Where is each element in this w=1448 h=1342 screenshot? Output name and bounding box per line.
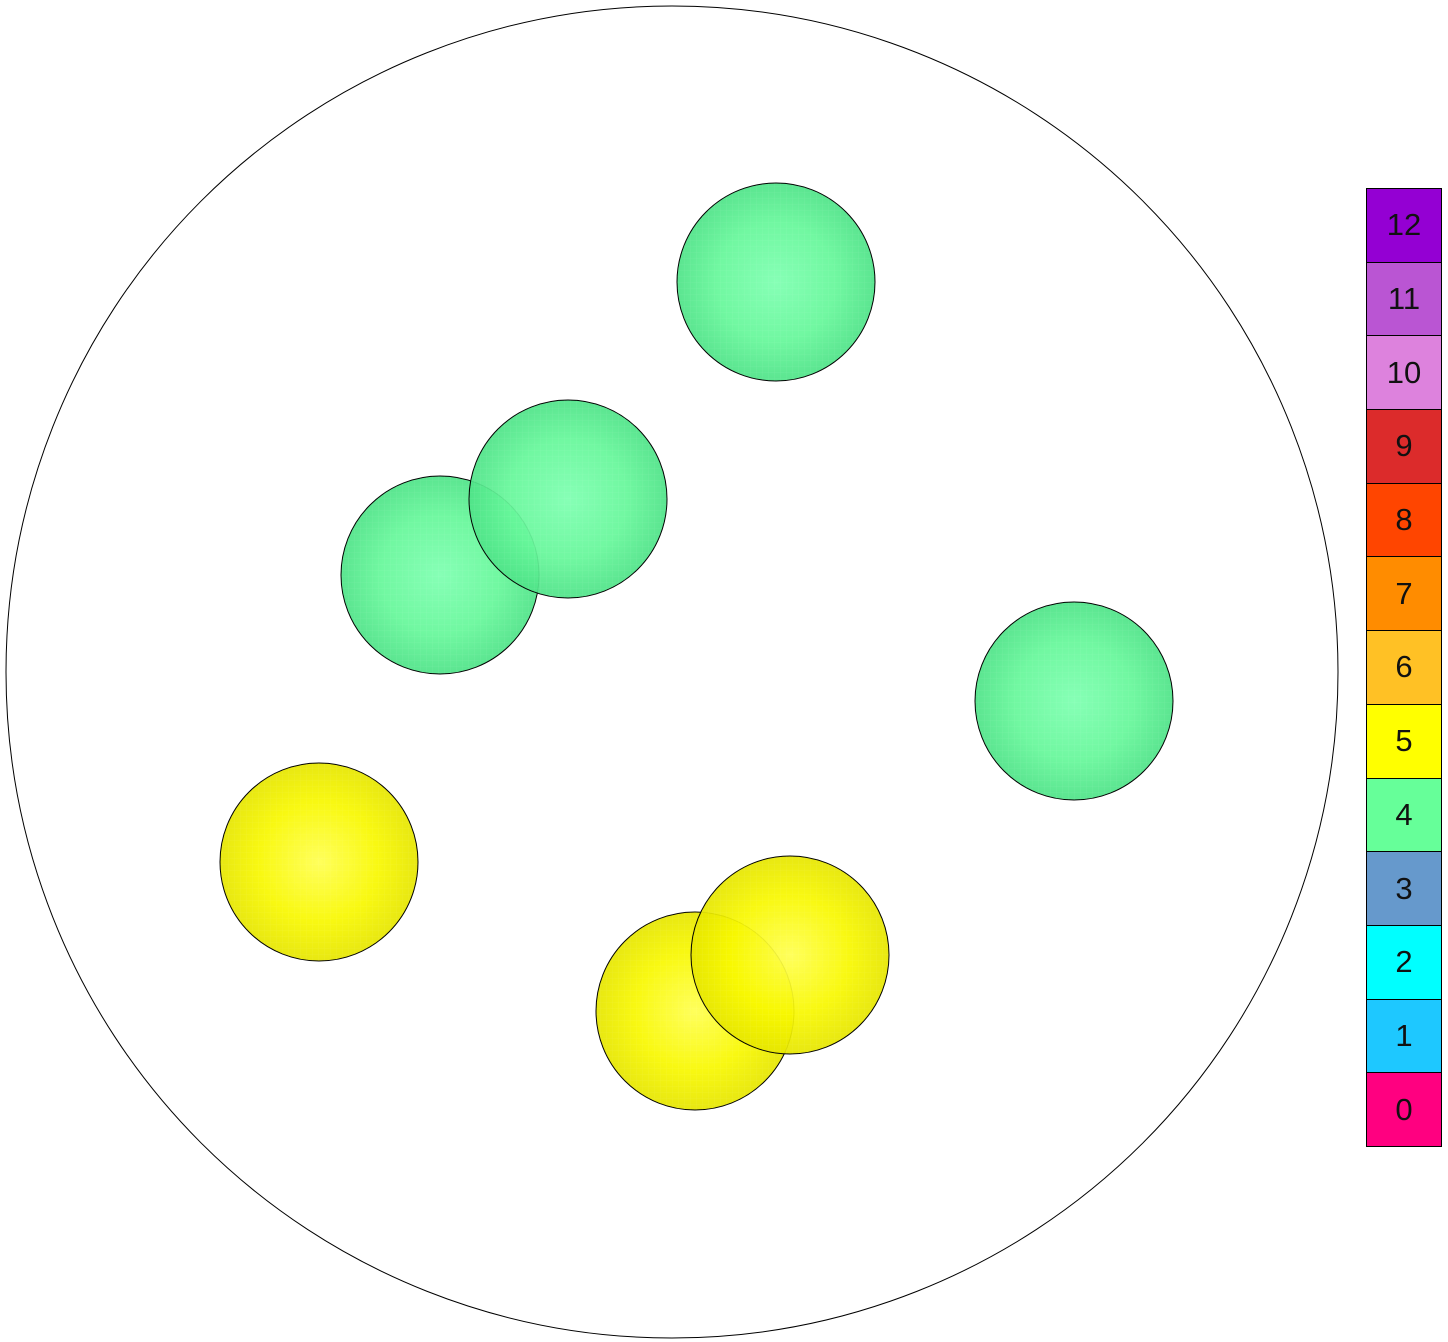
legend-label: 8 [1395, 502, 1413, 538]
legend-label: 7 [1395, 575, 1413, 611]
legend-label: 3 [1395, 870, 1413, 906]
legend-cell-10: 10 [1367, 336, 1441, 411]
legend-cell-9: 9 [1367, 410, 1441, 484]
sphere-value-5 [690, 855, 890, 1055]
legend-label: 1 [1395, 1017, 1413, 1053]
sphere-value-4 [468, 399, 668, 599]
legend-label: 6 [1395, 649, 1413, 685]
legend-cell-11: 11 [1367, 262, 1441, 337]
legend-label: 12 [1386, 207, 1422, 243]
legend-cell-2: 2 [1367, 925, 1441, 1000]
legend-label: 4 [1395, 796, 1413, 832]
sphere-value-4 [974, 601, 1174, 801]
legend-label: 5 [1395, 723, 1413, 759]
legend-cell-1: 1 [1367, 999, 1441, 1074]
color-legend: 12 11 10 9 8 7 6 5 4 3 2 1 0 [1366, 188, 1442, 1147]
legend-label: 10 [1386, 354, 1422, 390]
legend-label: 11 [1387, 281, 1421, 317]
legend-label: 9 [1395, 428, 1413, 464]
legend-label: 0 [1395, 1091, 1413, 1127]
legend-cell-12: 12 [1367, 189, 1441, 263]
legend-cell-7: 7 [1367, 557, 1441, 632]
legend-cell-3: 3 [1367, 852, 1441, 926]
sphere-value-4 [676, 182, 876, 382]
legend-label: 2 [1395, 944, 1413, 980]
legend-cell-8: 8 [1367, 483, 1441, 558]
legend-cell-5: 5 [1367, 704, 1441, 779]
legend-cell-4: 4 [1367, 778, 1441, 853]
domain-boundary [5, 5, 1339, 1339]
legend-cell-0: 0 [1367, 1073, 1441, 1147]
sphere-value-5 [219, 762, 419, 962]
legend-cell-6: 6 [1367, 631, 1441, 705]
